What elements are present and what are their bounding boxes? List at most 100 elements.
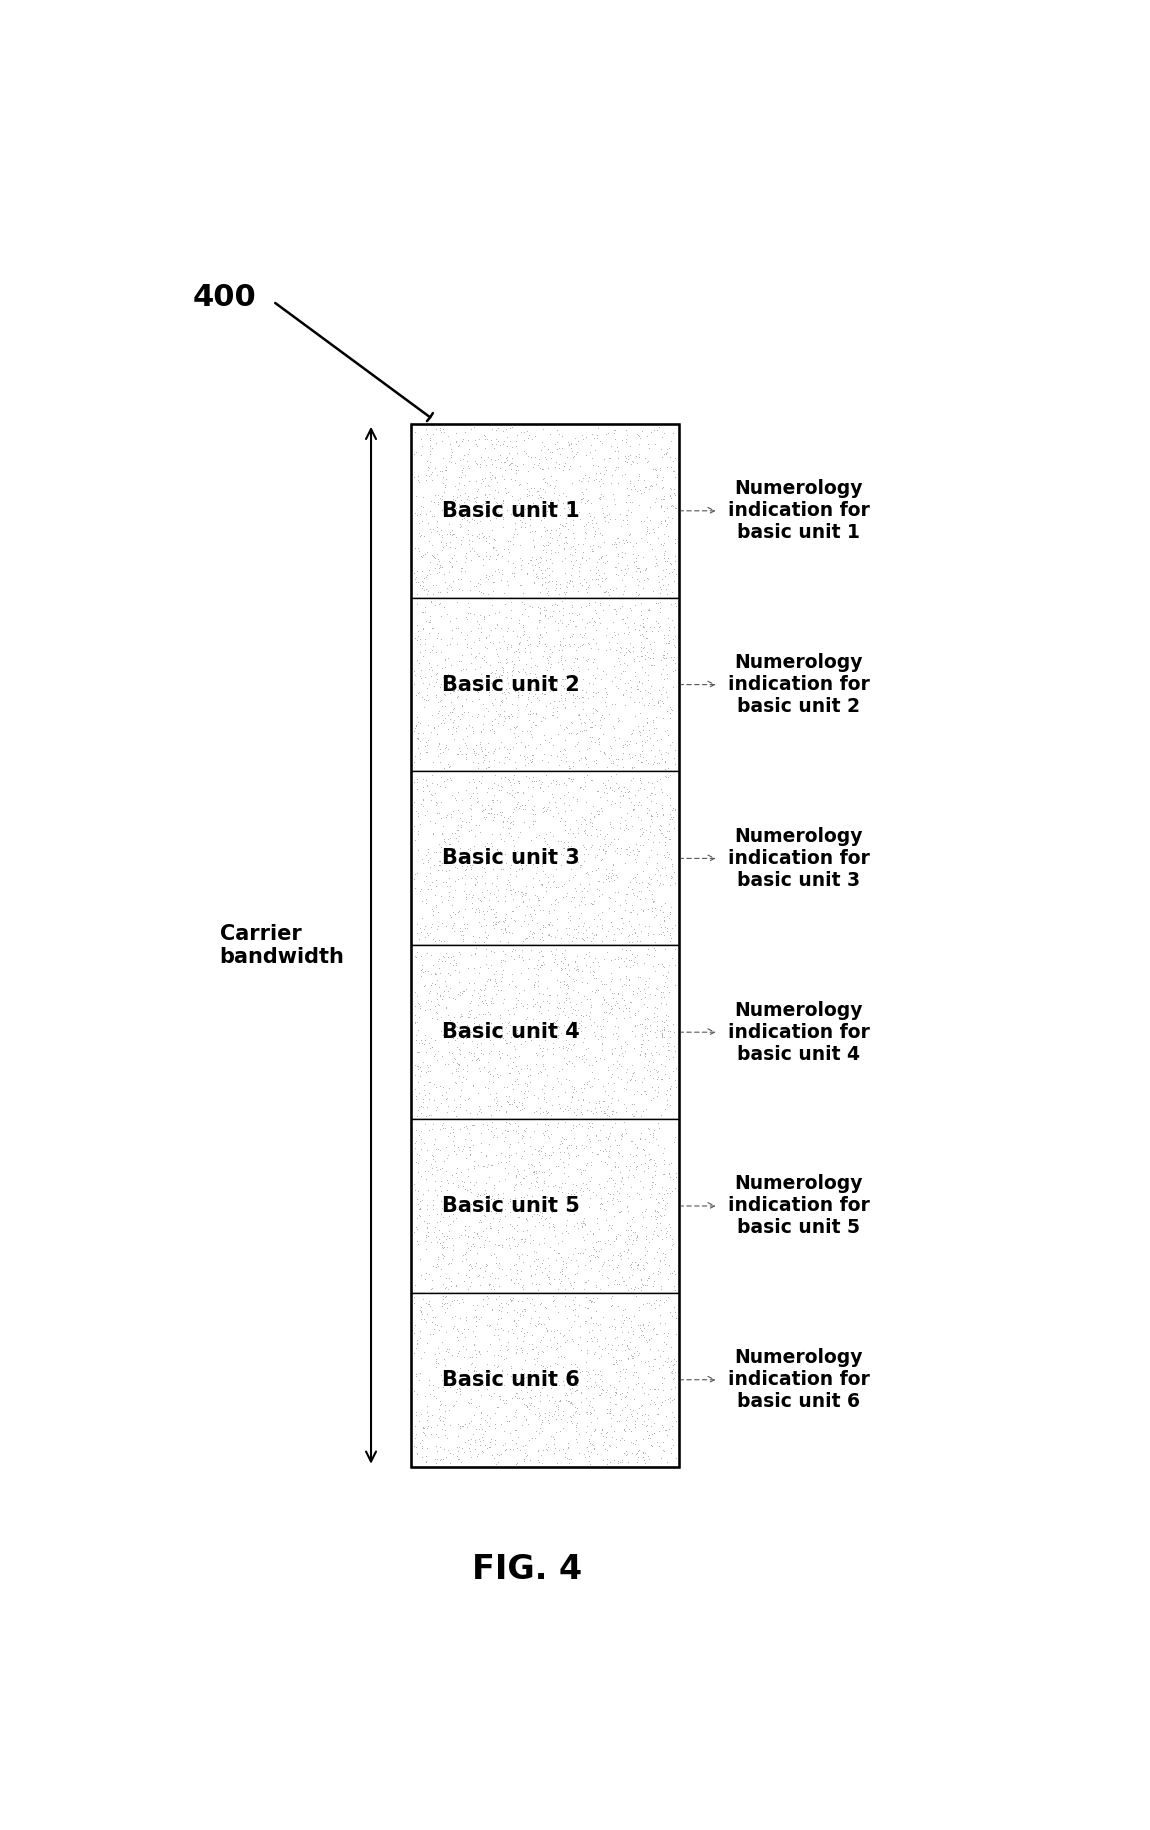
Point [558, 1385, 576, 1415]
Point [543, 591, 561, 620]
Point [566, 1007, 584, 1036]
Point [578, 1069, 597, 1098]
Point [493, 655, 512, 684]
Point [624, 1142, 643, 1171]
Point [511, 468, 529, 498]
Point [492, 664, 511, 694]
Point [536, 562, 554, 591]
Point [547, 703, 566, 732]
Point [504, 523, 522, 553]
Point [552, 1404, 570, 1433]
Point [641, 1061, 659, 1091]
Point [540, 1352, 559, 1382]
Point [565, 953, 583, 983]
Point [501, 858, 520, 888]
Point [576, 1250, 595, 1279]
Point [506, 1416, 524, 1446]
Point [592, 926, 611, 955]
Point [527, 1157, 545, 1186]
Point [658, 580, 676, 609]
Point [635, 774, 653, 803]
Point [450, 463, 468, 492]
Point [473, 975, 491, 1005]
Point [555, 492, 574, 522]
Point [419, 1052, 437, 1082]
Point [622, 1230, 641, 1259]
Point [630, 646, 649, 675]
Point [651, 454, 669, 483]
Point [486, 1199, 505, 1228]
Point [608, 1063, 627, 1093]
Point [497, 1012, 515, 1041]
Point [610, 1039, 628, 1069]
Point [585, 1415, 604, 1444]
Point [588, 421, 606, 450]
Point [506, 862, 524, 891]
Point [605, 919, 623, 948]
Point [601, 809, 620, 838]
Point [577, 575, 596, 604]
Point [599, 1226, 618, 1255]
Point [514, 944, 532, 974]
Point [666, 463, 684, 492]
Point [634, 818, 652, 847]
Point [461, 1349, 480, 1378]
Point [589, 635, 607, 664]
Point [586, 465, 605, 494]
Point [454, 1266, 473, 1296]
Point [612, 1312, 630, 1341]
Point [653, 688, 672, 717]
Point [475, 745, 493, 774]
Point [631, 1265, 650, 1294]
Point [447, 1012, 466, 1041]
Point [577, 915, 596, 944]
Point [468, 1191, 486, 1221]
Point [606, 529, 624, 558]
Point [439, 1001, 458, 1030]
Point [439, 644, 458, 673]
Point [583, 1286, 601, 1316]
Point [475, 802, 493, 831]
Point [547, 992, 566, 1021]
Point [435, 1232, 453, 1261]
Point [446, 672, 465, 701]
Point [539, 1409, 558, 1438]
Point [576, 939, 595, 968]
Point [443, 615, 461, 644]
Point [642, 635, 660, 664]
Point [462, 1027, 481, 1056]
Point [586, 598, 605, 628]
Point [564, 565, 582, 595]
Point [582, 1316, 600, 1345]
Point [629, 553, 647, 582]
Point [461, 1272, 480, 1301]
Point [434, 737, 452, 767]
Point [513, 1272, 531, 1301]
Point [639, 824, 658, 853]
Point [469, 1338, 488, 1367]
Point [460, 816, 478, 845]
Point [646, 587, 665, 617]
Point [606, 944, 624, 974]
Point [501, 869, 520, 899]
Point [636, 970, 654, 999]
Point [605, 824, 623, 853]
Point [488, 864, 506, 893]
Point [466, 864, 484, 893]
Point [592, 1028, 611, 1058]
Point [567, 915, 585, 944]
Point [457, 855, 475, 884]
Point [504, 780, 522, 809]
Point [615, 554, 634, 584]
Point [416, 1221, 435, 1250]
Point [507, 1404, 526, 1433]
Point [529, 961, 547, 990]
Point [656, 1437, 674, 1466]
Point [440, 518, 459, 547]
Point [501, 1058, 520, 1087]
Point [500, 1222, 519, 1252]
Point [615, 1107, 634, 1136]
Point [642, 1085, 660, 1114]
Point [564, 1111, 582, 1140]
Point [454, 1171, 473, 1200]
